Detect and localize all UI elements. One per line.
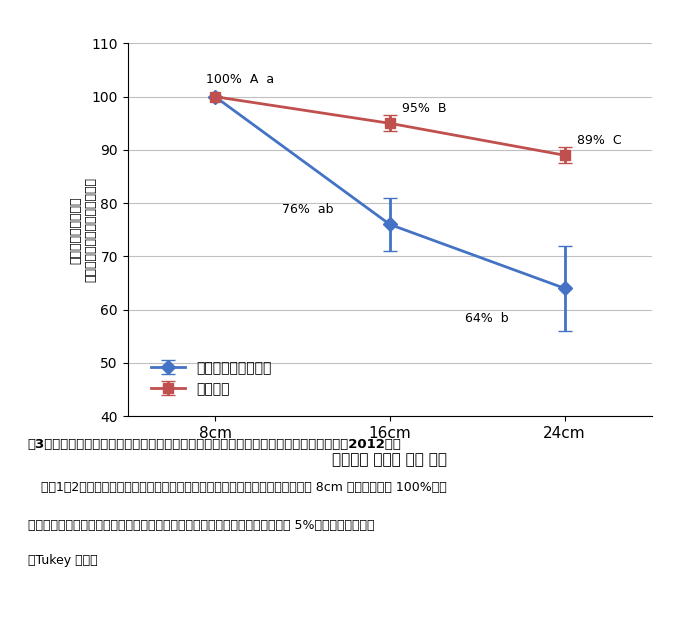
- Legend: 放射性セシウム濃度, 乾物収量: 放射性セシウム濃度, 乾物収量: [145, 356, 277, 402]
- Text: 64%  b: 64% b: [465, 312, 509, 325]
- Text: 76%  ab: 76% ab: [282, 204, 334, 217]
- Text: 100%  A  a: 100% A a: [206, 73, 275, 86]
- Text: 89%  C: 89% C: [577, 134, 622, 147]
- Text: 図1，2と同一試験の結果。放射性セシウム濃度および乾物収量は，刈り高さ 8cm とした場合を 100%とし: 図1，2と同一試験の結果。放射性セシウム濃度および乾物収量は，刈り高さ 8cm …: [41, 481, 447, 494]
- Y-axis label: 放射性セシウム濃度
および乾物収量（相対値，％）: 放射性セシウム濃度 および乾物収量（相対値，％）: [69, 177, 97, 283]
- Text: 図3　稲発酵粗飼料用稲の放射性セシウム濃度と乾物収量に及ぼす刈り取り高さの影響（2012年）: 図3 稲発酵粗飼料用稲の放射性セシウム濃度と乾物収量に及ぼす刈り取り高さの影響（…: [28, 438, 402, 451]
- Text: （Tukey 法）。: （Tukey 法）。: [28, 554, 97, 567]
- Text: た時の相対値として示した。縦線は測定結果の標準偏差。同じ英文字の場合に 5%水準で有意差なし: た時の相対値として示した。縦線は測定結果の標準偏差。同じ英文字の場合に 5%水準…: [28, 519, 374, 532]
- Text: 95%  B: 95% B: [402, 102, 446, 116]
- X-axis label: 地際から の刈り 取り 高さ: 地際から の刈り 取り 高さ: [333, 452, 447, 467]
